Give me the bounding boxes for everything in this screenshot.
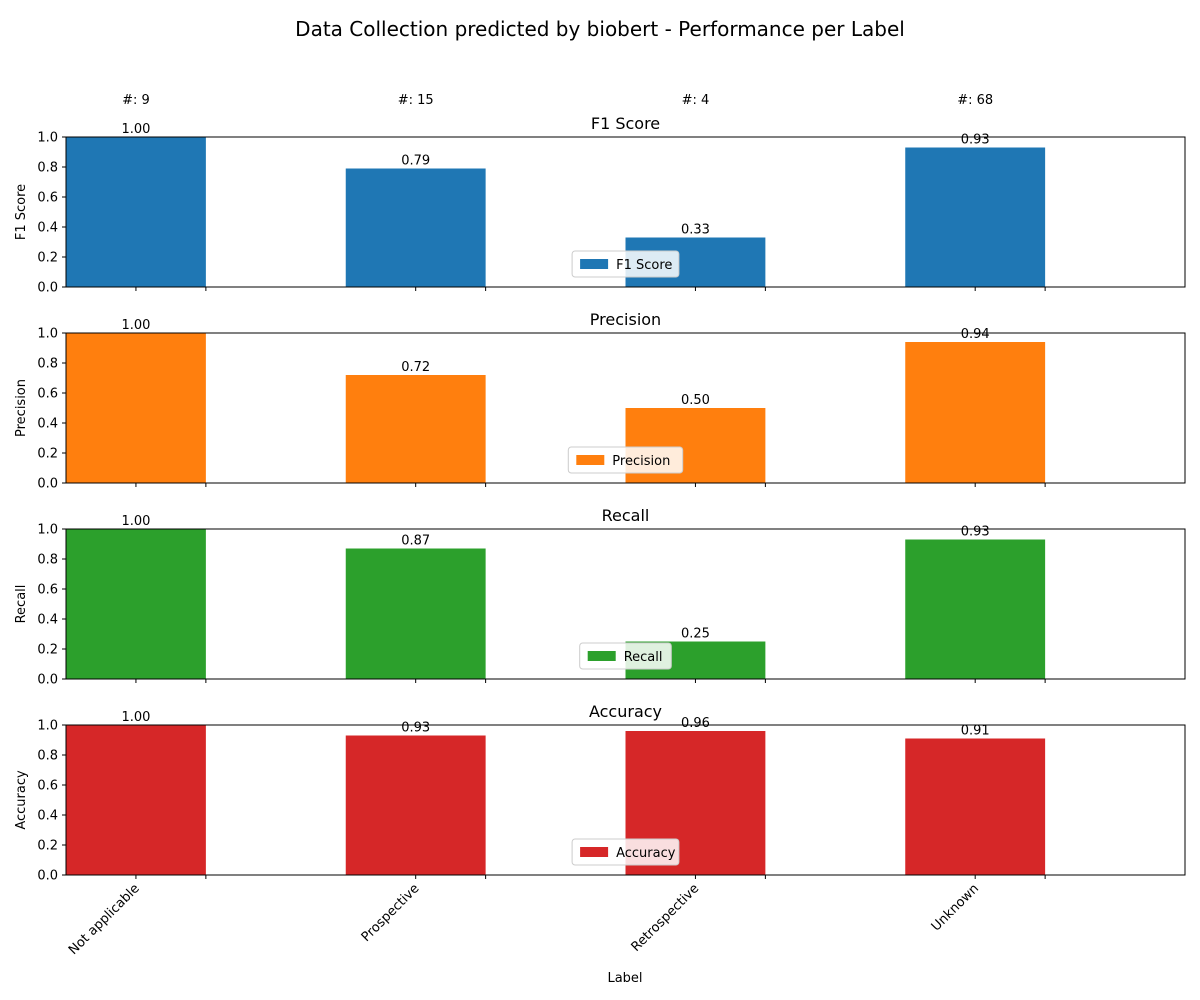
recall-y-axis-label: Recall <box>14 585 29 624</box>
recall-axes-frame <box>65 528 1186 680</box>
recall-bar <box>345 548 486 679</box>
recall-bar <box>66 529 206 679</box>
accuracy-legend-swatch <box>580 847 609 857</box>
accuracy-legend-label: Accuracy <box>616 846 676 861</box>
f1-score-y-tick-label: 0.8 <box>37 161 58 176</box>
precision-y-tick-label: 0.4 <box>37 417 58 432</box>
f1-score-legend: F1 Score <box>571 250 680 278</box>
accuracy-bar <box>66 725 206 875</box>
f1-score-value-label: 0.79 <box>401 154 430 169</box>
precision-value-label: 0.72 <box>401 360 430 375</box>
f1-score-y-tick-label: 0.6 <box>37 191 58 206</box>
f1-score-panel-title: F1 Score <box>591 114 660 133</box>
accuracy-bar <box>345 735 486 875</box>
recall-y-tick-label: 0.4 <box>37 613 58 628</box>
sample-count-label: #: 9 <box>122 93 150 108</box>
accuracy-y-axis-label: Accuracy <box>14 770 29 830</box>
precision-legend: Precision <box>567 446 684 474</box>
recall-bar <box>905 539 1046 679</box>
f1-score-panel: F1 Score 1.00 0.79 0.33 0.93 0.0 0.2 0.4 0.6 0.8 1… <box>14 114 1186 296</box>
accuracy-axes-frame <box>65 724 1186 876</box>
figure-title: Data Collection predicted by biobert - P… <box>295 17 905 41</box>
recall-y-tick-label: 0.6 <box>37 583 58 598</box>
precision-bar <box>66 333 206 483</box>
recall-y-tick-label: 1.0 <box>37 523 58 538</box>
f1-score-bar <box>905 147 1046 287</box>
recall-y-tick-label: 0.8 <box>37 553 58 568</box>
accuracy-panel: Accuracy 1.00 0.93 0.96 0.91 0.0 0.2 0.4 0.6 0.8 1… <box>14 702 1186 884</box>
recall-panel: Recall 1.00 0.87 0.25 0.93 0.0 0.2 0.4 0.6 0.8 1.0… <box>14 506 1186 688</box>
precision-value-label: 0.50 <box>681 393 710 408</box>
accuracy-y-tick-label: 0.8 <box>37 749 58 764</box>
sample-count-label: #: 68 <box>957 93 993 108</box>
recall-value-label: 0.87 <box>401 534 430 549</box>
recall-y-tick-label: 0.0 <box>37 673 58 688</box>
recall-legend: Recall <box>579 642 672 670</box>
f1-score-legend-label: F1 Score <box>616 258 672 273</box>
f1-score-bar <box>345 168 486 287</box>
accuracy-legend-box <box>571 838 680 866</box>
precision-panel: Precision 1.00 0.72 0.50 0.94 0.0 0.2 0.4 0.6 0.8… <box>14 310 1186 492</box>
f1-score-y-tick-label: 0.2 <box>37 251 58 266</box>
f1-score-y-axis-label: F1 Score <box>14 184 29 240</box>
precision-y-tick-label: 0.6 <box>37 387 58 402</box>
accuracy-y-tick-label: 0.2 <box>37 839 58 854</box>
recall-value-label: 0.25 <box>681 627 710 642</box>
accuracy-y-tick-label: 0.4 <box>37 809 58 824</box>
accuracy-value-label: 1.00 <box>121 710 150 725</box>
recall-legend-swatch <box>587 651 616 661</box>
sample-count-label: #: 15 <box>398 93 434 108</box>
accuracy-legend: Accuracy <box>571 838 680 866</box>
recall-panel-title: Recall <box>602 506 650 525</box>
f1-score-y-tick-label: 0.4 <box>37 221 58 236</box>
accuracy-value-label: 0.91 <box>961 724 990 739</box>
recall-legend-box <box>579 642 672 670</box>
subplots: F1 Score 1.00 0.79 0.33 0.93 0.0 0.2 0.4 0.6 0.8 1… <box>14 114 1186 884</box>
accuracy-bar <box>905 738 1046 875</box>
precision-y-tick-label: 1.0 <box>37 327 58 342</box>
precision-bar <box>905 342 1046 483</box>
precision-legend-box <box>567 446 684 474</box>
f1-score-axes-frame <box>65 136 1186 288</box>
recall-y-tick-label: 0.2 <box>37 643 58 658</box>
accuracy-value-label: 0.96 <box>681 716 710 731</box>
f1-score-legend-swatch <box>580 259 609 269</box>
f1-score-value-label: 0.93 <box>961 133 990 148</box>
accuracy-value-label: 0.93 <box>401 721 430 736</box>
f1-score-y-tick-label: 1.0 <box>37 131 58 146</box>
precision-y-axis-label: Precision <box>14 379 29 437</box>
x-axis-label: Label <box>607 971 642 986</box>
accuracy-y-tick-label: 0.0 <box>37 869 58 884</box>
f1-score-y-tick-label: 0.0 <box>37 281 58 296</box>
recall-value-label: 0.93 <box>961 525 990 540</box>
precision-axes-frame <box>65 332 1186 484</box>
precision-y-tick-label: 0.0 <box>37 477 58 492</box>
f1-score-value-label: 1.00 <box>121 122 150 137</box>
precision-legend-label: Precision <box>612 454 670 469</box>
accuracy-panel-title: Accuracy <box>589 702 662 721</box>
recall-value-label: 1.00 <box>121 514 150 529</box>
sample-count-label: #: 4 <box>682 93 710 108</box>
precision-value-label: 1.00 <box>121 318 150 333</box>
accuracy-y-tick-label: 0.6 <box>37 779 58 794</box>
precision-y-tick-label: 0.8 <box>37 357 58 372</box>
accuracy-y-tick-label: 1.0 <box>37 719 58 734</box>
precision-bar <box>345 375 486 483</box>
precision-y-tick-label: 0.2 <box>37 447 58 462</box>
precision-value-label: 0.94 <box>961 327 990 342</box>
recall-legend-label: Recall <box>624 650 663 665</box>
f1-score-value-label: 0.33 <box>681 223 710 238</box>
sample-counts: #: 9 #: 15 #: 4 #: 68 <box>122 93 993 108</box>
f1-score-legend-box <box>571 250 680 278</box>
precision-legend-swatch <box>576 455 605 465</box>
f1-score-bar <box>66 137 206 287</box>
precision-panel-title: Precision <box>590 310 661 329</box>
